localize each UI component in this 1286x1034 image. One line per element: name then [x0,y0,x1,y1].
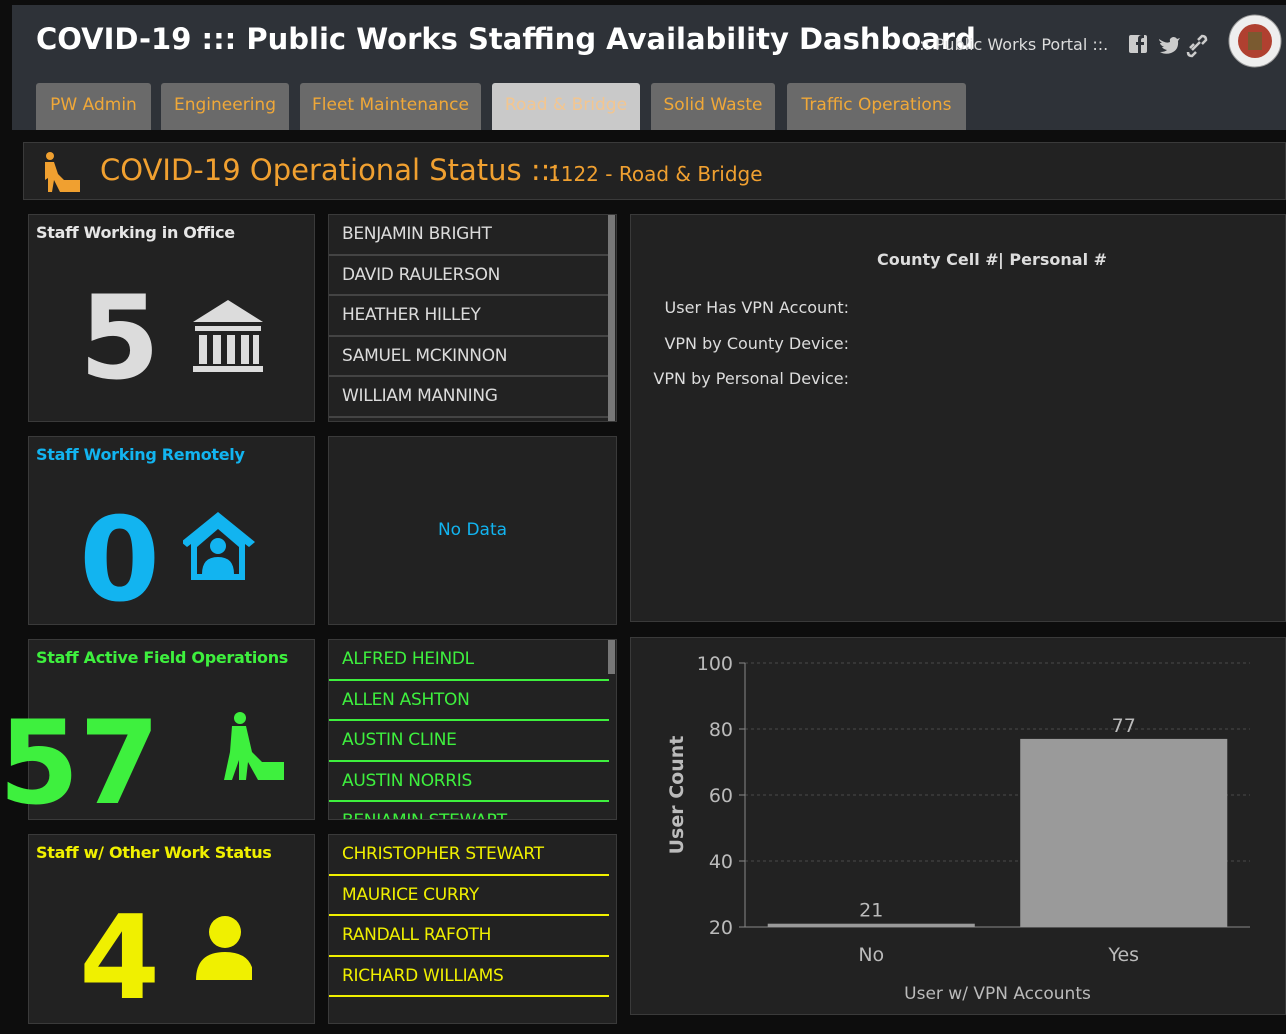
card-label: Staff Working in Office [36,223,235,242]
value-label: 21 [859,900,883,922]
card-icon [193,300,263,372]
icon-shape [193,300,263,372]
facebook-f [1136,35,1144,53]
card-label: Staff Working Remotely [36,445,245,464]
name-list: No Data [328,436,617,625]
icon-shape [196,952,252,980]
icon-shape [183,512,255,580]
name-row[interactable]: WILLIAM MANNING [329,377,609,418]
icon-shape [183,512,255,580]
contact-row: VPN by County Device: [664,333,849,353]
card-count: 57 [0,696,160,831]
status-card [28,436,315,625]
y-tick-label: 100 [697,653,733,675]
tab[interactable]: PW Admin [36,83,151,130]
portal-link[interactable]: .:: Public Works Portal ::. [914,35,1109,54]
card-count: 5 [79,271,160,406]
name-row[interactable]: AUSTIN CLINE [329,721,609,762]
icon-head [46,152,54,160]
status-card [28,639,315,820]
y-tick-label: 80 [709,719,733,741]
name-row[interactable]: MAURICE CURRY [329,876,609,917]
x-tick-label: Yes [1107,944,1139,966]
twitter-icon [1159,37,1180,54]
status-card [28,214,315,422]
card-count: 4 [79,891,160,1026]
name-row[interactable]: CHRISTOPHER STEWART [329,835,609,876]
name-row[interactable]: DAVID RAULERSON [329,256,609,297]
x-axis-label: User w/ VPN Accounts [904,984,1091,1004]
icon-shape [210,538,226,554]
icon-shape [234,712,246,724]
card-icon [224,712,284,780]
name-list: ALFRED HEINDL ALLEN ASHTON AUSTIN CLINE AUS… [328,639,617,820]
value-label: 77 [1112,715,1136,737]
tab[interactable]: Road & Bridge [492,83,640,130]
card-count: 0 [79,493,160,628]
chart: 20 40 60 80 100 No 21 Yes 77 User w/ VPN Accounts… [666,653,1250,1004]
y-tick-label: 20 [709,917,733,939]
card-label: Staff w/ Other Work Status [36,843,272,862]
bar [1020,738,1228,927]
name-row[interactable]: BENJAMIN STEWART [329,802,609,819]
no-data: No Data [437,519,508,540]
name-row[interactable]: BENJAMIN BRIGHT [329,215,609,256]
seal-shield [1248,32,1262,50]
bar [767,923,975,927]
tab[interactable]: Engineering [161,83,289,130]
scrollbar [608,215,615,421]
status-bar [23,142,1286,200]
contact-header: County Cell # [877,250,999,269]
icon-shape [196,916,252,980]
contact-row: VPN by Personal Device: [653,369,849,388]
x-tick-label: No [858,944,884,966]
icon-shape [224,726,284,780]
scrollbar [608,640,615,674]
link-icon [1186,34,1208,58]
card-label: Staff Active Field Operations [36,648,289,667]
status-icon [45,152,80,192]
county-seal [1228,14,1282,68]
icon-shape [193,300,263,372]
icon-shape [224,712,284,780]
status-card [28,834,315,1024]
name-row[interactable]: RICHARD WILLIAMS [329,957,609,998]
card-icon [183,512,255,580]
name-row[interactable]: SAMUEL MCKINNON [329,337,609,378]
social-icons [1129,34,1208,58]
icon-shape [202,557,234,574]
name-list: BENJAMIN BRIGHT DAVID RAULERSON HEATHER HI… [328,214,617,422]
name-row[interactable]: ALFRED HEINDL [329,640,609,681]
contact-row: User Has VPN Account: [664,298,849,317]
header-title: COVID-19 ::: Public Works Staffing Avail… [36,22,976,56]
y-axis-label: User Count [666,736,688,855]
tab[interactable]: Traffic Operations [787,83,966,130]
icon-body [45,162,80,192]
status-title: COVID-19 Operational Status ::: [100,153,561,187]
y-tick-label: 40 [709,851,733,873]
name-row[interactable]: RANDALL RAFOTH [329,916,609,957]
name-list: CHRISTOPHER STEWART MAURICE CURRY RANDALL … [328,834,617,1024]
tab[interactable]: Solid Waste [651,83,775,130]
icon-shape [209,916,241,948]
name-row[interactable]: HEATHER HILLEY [329,296,609,337]
contact-header: | Personal # [998,250,1108,269]
tab[interactable]: Fleet Maintenance [300,83,481,130]
name-row[interactable]: ALLEN ASHTON [329,681,609,722]
contact-panel [630,214,1286,622]
status-subtitle: 1122 - Road & Bridge [548,162,763,186]
card-icon [196,916,252,980]
name-row[interactable]: AUSTIN NORRIS [329,762,609,803]
y-tick-label: 60 [709,785,733,807]
